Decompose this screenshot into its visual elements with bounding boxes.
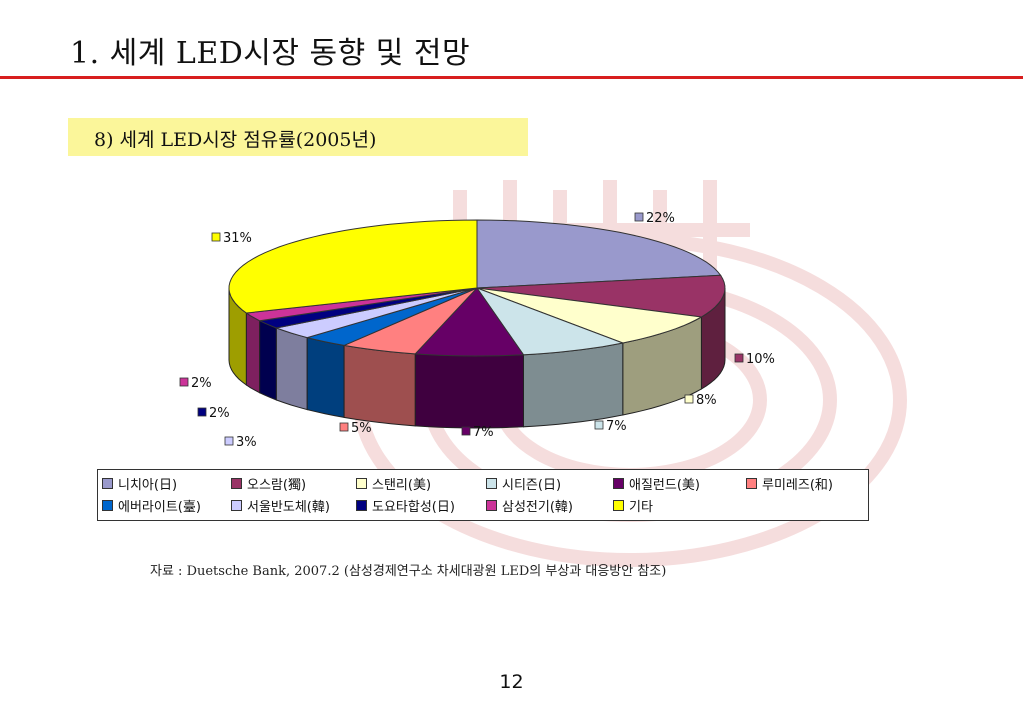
data-label-text: 3% <box>236 435 257 450</box>
source-note: 자료 : Duetsche Bank, 2007.2 (삼성경제연구소 차세대광… <box>150 564 667 579</box>
pie-side-slice-5 <box>343 344 416 427</box>
legend-item-5: 루미레즈(和) <box>746 474 833 493</box>
pie-slice-2 <box>476 287 704 344</box>
data-label-text: 7% <box>606 419 627 434</box>
legend-swatch <box>231 478 242 489</box>
legend-swatch <box>102 500 113 511</box>
legend-item-1: 오스람(獨) <box>231 474 306 493</box>
pie-side-slice-9 <box>245 312 261 394</box>
legend-item-0: 니치아(日) <box>102 474 177 493</box>
legend-item-10: 기타 <box>613 496 653 515</box>
data-label-1: 10% <box>734 352 775 367</box>
data-label-5: 5% <box>339 421 372 436</box>
legend-label: 스탠리(美) <box>372 478 432 493</box>
data-label-swatch <box>734 353 744 363</box>
legend-item-2: 스탠리(美) <box>356 474 431 493</box>
legend-swatch <box>486 500 497 511</box>
data-label-text: 22% <box>646 211 675 226</box>
data-label-9: 2% <box>179 376 212 391</box>
legend-item-8: 도요타합성(日) <box>356 496 455 515</box>
data-label-3: 7% <box>594 419 627 434</box>
pie-top-faces <box>228 219 726 357</box>
data-label-swatch <box>211 232 221 242</box>
legend-label: 서울반도체(韓) <box>247 500 330 515</box>
data-label-8: 2% <box>197 406 230 421</box>
page-number: 12 <box>499 671 524 693</box>
pie-chart: 22% 10% 8% 7% 7% 5% 3% 2% 2% 31% <box>179 211 775 450</box>
data-label-swatch <box>634 212 644 222</box>
data-label-swatch <box>594 420 604 430</box>
pie-data-labels: 22% 10% 8% 7% 7% 5% 3% 2% 2% 31% <box>179 211 775 450</box>
legend-item-3: 시티즌(日) <box>486 474 561 493</box>
legend-swatch <box>231 500 242 511</box>
data-label-text: 2% <box>209 406 230 421</box>
pie-side-slice-4 <box>414 353 524 429</box>
data-label-text: 7% <box>473 425 494 440</box>
pie-side-slice-6 <box>306 336 345 419</box>
data-label-swatch <box>461 426 471 436</box>
data-label-text: 10% <box>746 352 775 367</box>
data-label-swatch <box>684 394 694 404</box>
legend-label: 시티즌(日) <box>502 478 562 493</box>
legend-label: 애질런드(美) <box>629 478 700 493</box>
legend-swatch <box>102 478 113 489</box>
data-label-text: 2% <box>191 376 212 391</box>
legend-swatch <box>613 478 624 489</box>
data-label-0: 22% <box>634 211 675 226</box>
data-label-2: 8% <box>684 393 717 408</box>
legend-item-6: 에버라이트(臺) <box>102 496 201 515</box>
legend-label: 에버라이트(臺) <box>118 500 201 515</box>
data-label-text: 5% <box>351 421 372 436</box>
pie-slice-4 <box>414 287 525 357</box>
legend-label: 도요타합성(日) <box>372 500 455 515</box>
pie-slice-5 <box>342 287 478 355</box>
pie-slice-3 <box>475 286 625 356</box>
legend-label: 오스람(獨) <box>247 478 307 493</box>
data-label-text: 31% <box>223 231 252 246</box>
slide-title: 1. 세계 LED시장 동향 및 전망 <box>70 36 471 71</box>
chart-subtitle: 8) 세계 LED시장 점유률(2005년) <box>94 129 377 151</box>
legend-item-7: 서울반도체(韓) <box>231 496 330 515</box>
legend-label: 루미레즈(和) <box>762 478 833 493</box>
legend-item-9: 삼성전기(韓) <box>486 496 573 515</box>
pie-slice-10 <box>228 219 478 314</box>
legend-label: 니치아(日) <box>118 478 178 493</box>
legend-swatch <box>356 500 367 511</box>
legend-label: 삼성전기(韓) <box>502 500 573 515</box>
pie-slice-1 <box>476 274 726 318</box>
pie-side-walls <box>228 287 726 429</box>
data-label-swatch <box>179 377 189 387</box>
title-divider <box>0 76 1023 79</box>
data-label-text: 8% <box>696 393 717 408</box>
data-label-swatch <box>224 436 234 446</box>
legend-swatch <box>486 478 497 489</box>
data-label-10: 31% <box>211 231 252 246</box>
legend-swatch <box>613 500 624 511</box>
pie-side-slice-7 <box>275 327 308 411</box>
data-label-swatch <box>339 422 349 432</box>
pie-side-slice-8 <box>259 320 277 401</box>
pie-side-slice-3 <box>523 342 624 428</box>
subtitle-highlight: 8) 세계 LED시장 점유률(2005년) <box>68 118 528 156</box>
data-label-7: 3% <box>224 435 257 450</box>
legend-swatch <box>356 478 367 489</box>
pie-slice-0 <box>476 219 722 289</box>
legend-label: 기타 <box>629 500 653 515</box>
data-label-4: 7% <box>461 425 494 440</box>
data-label-swatch <box>197 407 207 417</box>
chart-legend: 니치아(日) 오스람(獨) 스탠리(美) 시티즌(日) 애질런드(美) 루미레즈(和) 에버… <box>97 469 869 521</box>
legend-item-4: 애질런드(美) <box>613 474 700 493</box>
legend-swatch <box>746 478 757 489</box>
